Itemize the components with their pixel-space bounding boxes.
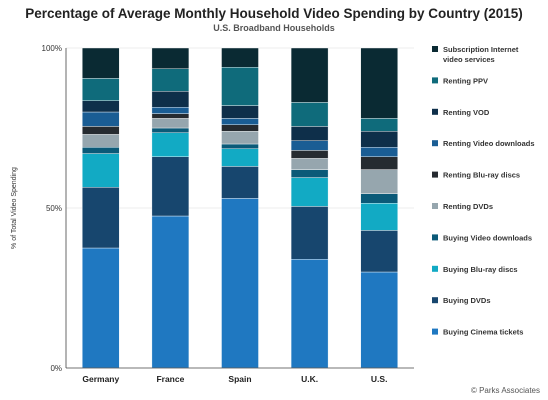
bar-segment xyxy=(151,215,190,369)
legend-swatch xyxy=(432,203,438,209)
legend-swatch xyxy=(432,108,438,115)
legend-swatch xyxy=(432,328,438,335)
bar-segment xyxy=(290,259,329,369)
bar-segment xyxy=(82,186,120,249)
x-tick-label: U.K. xyxy=(301,374,318,384)
legend-swatch xyxy=(432,77,438,84)
bar-segment xyxy=(360,47,398,119)
y-tick-label: 0% xyxy=(50,364,62,373)
bar-segment xyxy=(151,127,190,134)
bar-segment xyxy=(221,198,259,369)
bar-segment xyxy=(360,230,398,273)
bar-segment xyxy=(360,169,398,194)
credit: © Parks Associates xyxy=(470,386,540,395)
bar-segment xyxy=(82,146,120,154)
bar-segment xyxy=(82,111,120,127)
bar-segment xyxy=(290,158,329,170)
legend-swatch xyxy=(432,297,438,304)
x-tick-label: France xyxy=(156,374,184,384)
bar-segment xyxy=(221,118,259,126)
bar-segment xyxy=(221,148,259,167)
y-axis-label: % of Total Video Spending xyxy=(11,167,18,249)
bar-segment xyxy=(151,68,190,92)
legend-swatch xyxy=(432,46,438,52)
bar-segment xyxy=(82,78,120,102)
legend-label: Buying Blu-ray discs xyxy=(443,265,518,274)
bar-segment xyxy=(151,90,190,108)
bar-segment xyxy=(360,271,398,369)
bar-segment xyxy=(360,146,398,157)
legend: Subscription Internet video services Renti… xyxy=(432,45,535,337)
bar-segment xyxy=(82,134,120,148)
bar-segment xyxy=(221,124,259,132)
legend-label: Renting DVDs xyxy=(443,202,493,211)
bar-segment xyxy=(151,156,190,217)
legend-label: Renting Blu-ray discs xyxy=(443,171,520,180)
bar-segment xyxy=(151,113,190,119)
legend-swatch xyxy=(432,234,438,241)
legend-label: Subscription Internet video services xyxy=(443,45,519,64)
bar-segment xyxy=(290,102,329,127)
bar-segment xyxy=(290,177,329,207)
chart-title: Percentage of Average Monthly Household … xyxy=(25,6,523,21)
bar-segment xyxy=(360,130,398,148)
bar-segment xyxy=(360,118,398,132)
axes: 0% 50% 100% Germany France Spain U.K. U.S. xyxy=(42,44,414,384)
bar-segment xyxy=(221,66,259,106)
legend-label: Buying DVDs xyxy=(443,296,491,305)
bar-segment xyxy=(290,206,329,260)
bar-segment xyxy=(82,247,120,369)
bar-segment xyxy=(151,47,190,69)
bar-segment xyxy=(290,47,329,103)
legend-label: Renting Video downloads xyxy=(443,139,535,148)
bar-segment xyxy=(290,150,329,159)
y-tick-label: 100% xyxy=(42,44,62,53)
bar-segment xyxy=(360,156,398,170)
bar-segment xyxy=(221,47,259,68)
bar-segment xyxy=(221,166,259,199)
bar-segment xyxy=(290,126,329,142)
bar-segment xyxy=(82,100,120,113)
bar-segment xyxy=(290,140,329,151)
legend-label: Renting VOD xyxy=(443,108,490,117)
bar-segment xyxy=(151,118,190,129)
x-tick-label: Germany xyxy=(82,374,119,384)
chart-subtitle: U.S. Broadband Households xyxy=(213,23,335,33)
bar-segment xyxy=(82,47,120,79)
bars xyxy=(82,47,398,369)
legend-swatch xyxy=(432,171,438,178)
y-tick-label: 50% xyxy=(46,204,62,213)
bar-segment xyxy=(360,202,398,231)
legend-label: Renting PPV xyxy=(443,76,488,85)
legend-label: Buying Video downloads xyxy=(443,233,532,242)
bar-segment xyxy=(82,126,120,135)
bar-segment xyxy=(221,143,259,149)
bar-segment xyxy=(360,193,398,204)
bar-segment xyxy=(221,130,259,145)
x-tick-label: Spain xyxy=(228,374,251,384)
bar-segment xyxy=(82,153,120,188)
x-tick-label: U.S. xyxy=(371,374,388,384)
bar-segment xyxy=(290,169,329,178)
bar-segment xyxy=(221,105,259,119)
legend-label: Buying Cinema tickets xyxy=(443,328,523,337)
bar-segment xyxy=(151,132,190,158)
legend-swatch xyxy=(432,265,438,272)
legend-swatch xyxy=(432,140,438,147)
bar-segment xyxy=(151,106,190,114)
